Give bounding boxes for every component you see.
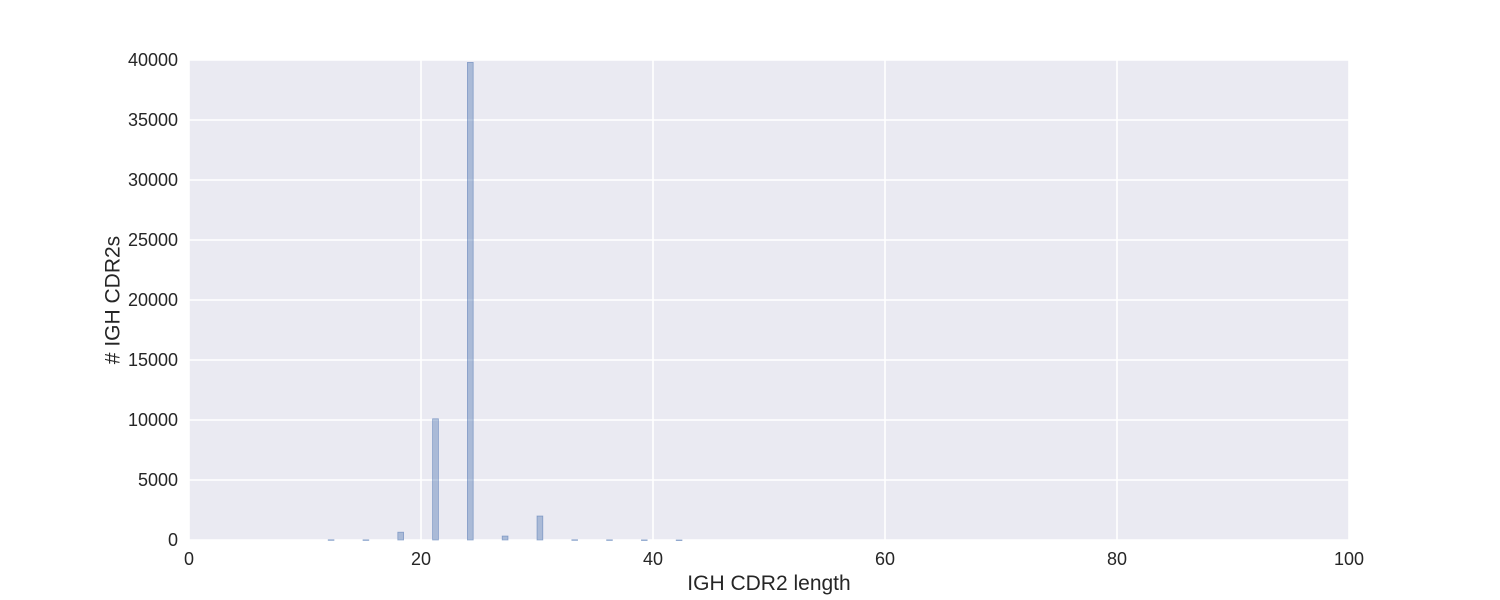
- histogram-bar-3: [432, 418, 439, 541]
- histogram-bar-8: [606, 539, 613, 541]
- x-tick-label-2: 40: [643, 549, 663, 569]
- x-axis-label: IGH CDR2 length: [687, 572, 850, 595]
- histogram-bar-1: [362, 539, 370, 541]
- histogram-bar-10: [675, 539, 683, 541]
- y-tick-label-5: 25000: [128, 230, 178, 250]
- y-tick-label-2: 10000: [128, 410, 178, 430]
- x-tick-label-1: 20: [411, 549, 431, 569]
- y-tick-labels: 0 5000 10000 15000 20000 25000 30000 35000 40000: [128, 50, 178, 550]
- histogram-bar-9: [641, 539, 648, 541]
- y-tick-label-7: 35000: [128, 110, 178, 130]
- y-tick-label-3: 15000: [128, 350, 178, 370]
- histogram-bar-5: [501, 535, 509, 541]
- x-tick-labels: 0 20 40 60 80 100: [184, 549, 1364, 569]
- y-axis-label: # IGH CDR2s: [101, 236, 124, 364]
- histogram-bar-7: [571, 539, 578, 541]
- y-tick-label-0: 0: [168, 530, 178, 550]
- histogram-bar-6: [536, 515, 544, 541]
- bars: [327, 62, 683, 541]
- y-tick-label-8: 40000: [128, 50, 178, 70]
- histogram-bar-0: [327, 539, 335, 541]
- x-tick-label-3: 60: [875, 549, 895, 569]
- x-tick-label-0: 0: [184, 549, 194, 569]
- histogram-bar-4: [466, 62, 474, 541]
- y-tick-label-4: 20000: [128, 290, 178, 310]
- histogram-bar-2: [397, 531, 404, 541]
- y-tick-label-6: 30000: [128, 170, 178, 190]
- x-tick-label-5: 100: [1334, 549, 1364, 569]
- y-tick-label-1: 5000: [138, 470, 178, 490]
- grid-lines: [188, 59, 1350, 541]
- x-tick-label-4: 80: [1107, 549, 1127, 569]
